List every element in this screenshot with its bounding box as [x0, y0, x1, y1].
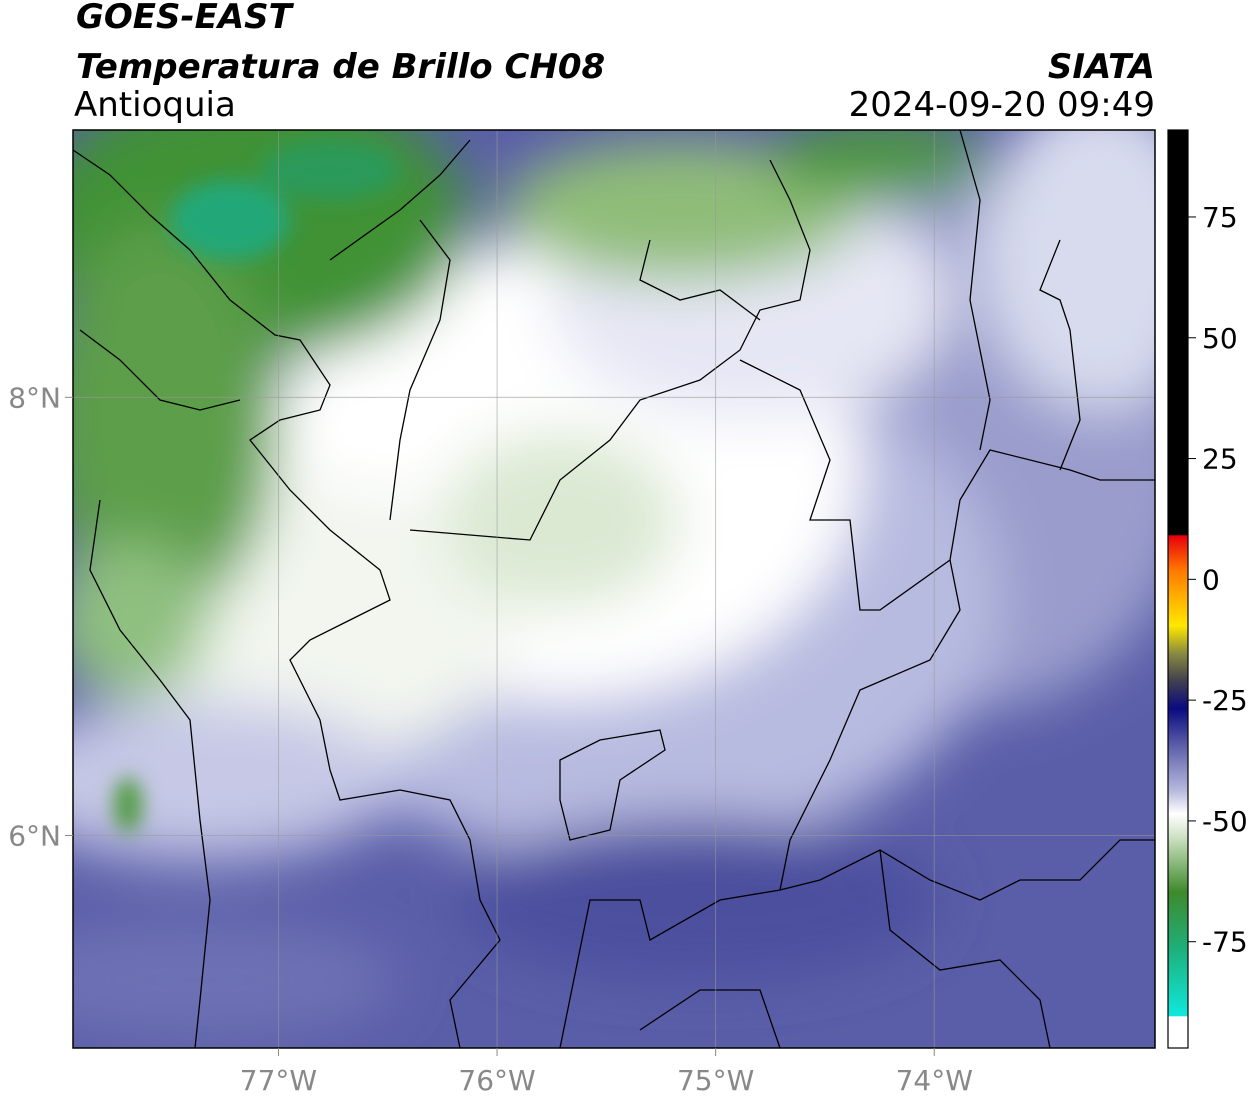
- title: GOES-EAST: [76, 0, 295, 37]
- x-tick-label: 74°W: [896, 1064, 973, 1097]
- x-tick-label: 76°W: [458, 1064, 535, 1097]
- x-tick-label: 75°W: [677, 1064, 754, 1097]
- map-frame: [72, 129, 1156, 1049]
- x-tick-label: 77°W: [240, 1064, 317, 1097]
- colorbar: [1167, 129, 1189, 1049]
- colorbar-tick-label: 25: [1202, 443, 1238, 476]
- colorbar-tick-label: 50: [1202, 322, 1238, 355]
- colorbar-tick-label: 75: [1202, 201, 1238, 234]
- colorbar-tick-label: -25: [1202, 684, 1248, 717]
- subtitle: Temperatura de Brillo CH08: [76, 47, 605, 87]
- colorbar-tick-label: -75: [1202, 926, 1248, 959]
- y-tick-label: 6°N: [8, 819, 61, 852]
- grid: [73, 130, 1155, 1048]
- source: SIATA: [1048, 47, 1155, 87]
- region: Antioquia: [74, 85, 236, 125]
- satellite-image: [73, 130, 1155, 1048]
- datetime: 2024-09-20 09:49: [849, 85, 1155, 125]
- colorbar-tick-label: -50: [1202, 805, 1248, 838]
- y-tick-label: 8°N: [8, 381, 61, 414]
- colorbar-tick-label: 0: [1202, 563, 1220, 596]
